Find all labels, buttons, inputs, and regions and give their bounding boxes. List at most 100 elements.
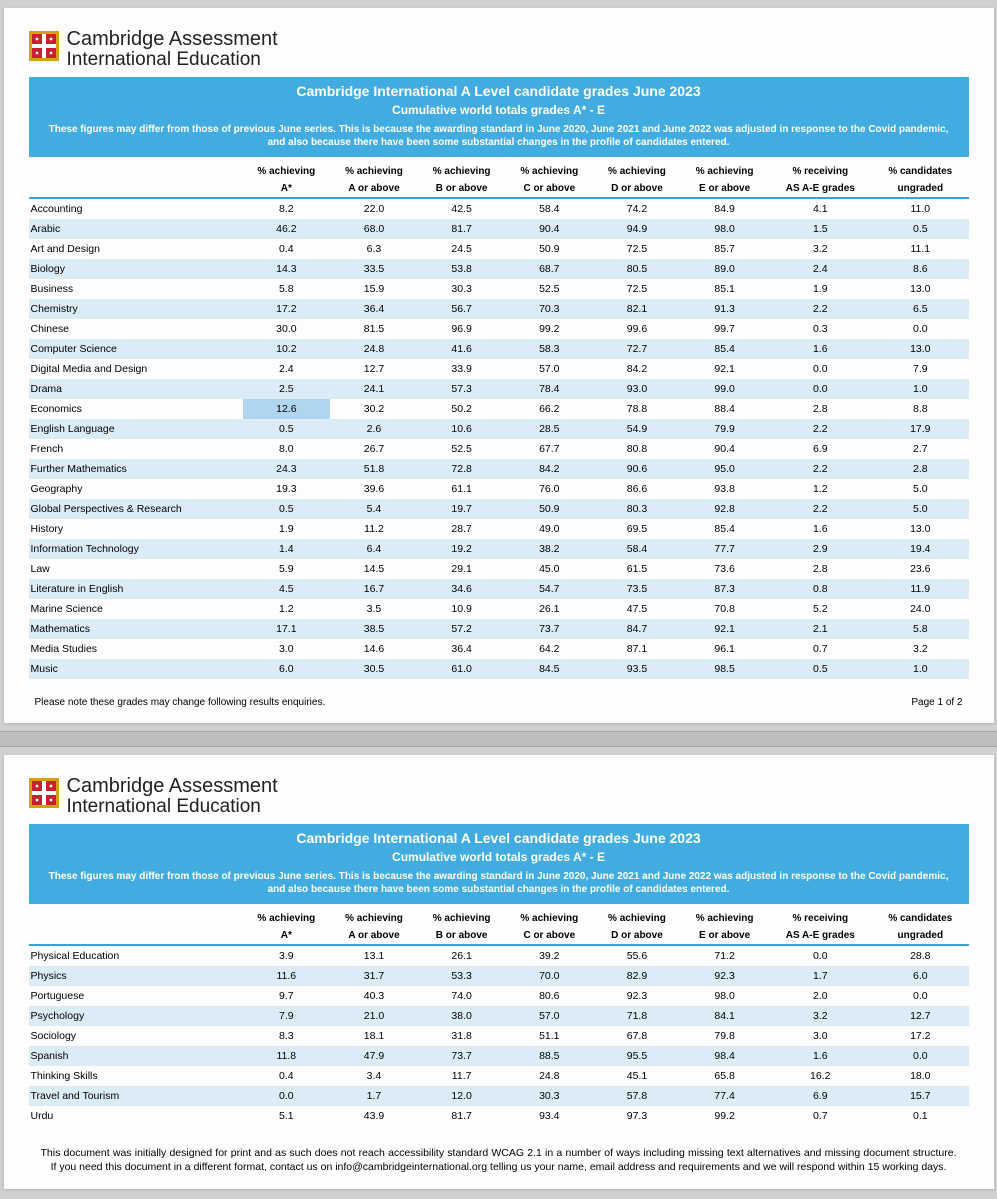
value-cell: 33.9 [418,359,506,379]
value-cell: 45.1 [593,1066,681,1086]
value-cell: 93.5 [593,659,681,679]
brand-line1: Cambridge Assessment [67,28,278,50]
value-cell: 2.2 [768,419,872,439]
value-cell: 53.8 [418,259,506,279]
title-banner: Cambridge International A Level candidat… [29,77,969,157]
value-cell: 76.0 [505,479,593,499]
value-cell: 19.3 [243,479,331,499]
col-header-line2: AS A-E grades [768,927,872,945]
value-cell: 87.1 [593,639,681,659]
value-cell: 47.9 [330,1046,418,1066]
table-row: Portuguese9.740.374.080.692.398.02.00.0 [29,986,969,1006]
value-cell: 66.2 [505,399,593,419]
value-cell: 0.0 [872,1046,968,1066]
value-cell: 1.6 [768,339,872,359]
value-cell: 4.5 [243,579,331,599]
value-cell: 84.7 [593,619,681,639]
value-cell: 9.7 [243,986,331,1006]
table-row: Global Perspectives & Research0.55.419.7… [29,499,969,519]
value-cell: 98.0 [681,219,769,239]
value-cell: 34.6 [418,579,506,599]
value-cell: 6.4 [330,539,418,559]
value-cell: 16.7 [330,579,418,599]
value-cell: 0.0 [768,379,872,399]
col-header-line1: % achieving [505,910,593,927]
value-cell: 56.7 [418,299,506,319]
brand-text: Cambridge Assessment International Educa… [67,28,278,71]
brand-line1: Cambridge Assessment [67,775,278,797]
value-cell: 5.2 [768,599,872,619]
value-cell: 52.5 [505,279,593,299]
value-cell: 17.1 [243,619,331,639]
value-cell: 43.9 [330,1106,418,1126]
col-header-line1: % candidates [872,163,968,180]
value-cell: 38.5 [330,619,418,639]
value-cell: 68.0 [330,219,418,239]
value-cell: 24.3 [243,459,331,479]
value-cell: 2.6 [330,419,418,439]
value-cell: 3.9 [243,945,331,966]
value-cell: 2.4 [243,359,331,379]
col-header-line1 [29,163,243,180]
col-header-line2: A or above [330,180,418,198]
col-header-line1: % achieving [681,163,769,180]
value-cell: 1.0 [872,379,968,399]
value-cell: 1.0 [872,659,968,679]
subject-cell: French [29,439,243,459]
table-row: Urdu5.143.981.793.497.399.20.70.1 [29,1106,969,1126]
value-cell: 26.1 [418,945,506,966]
value-cell: 77.4 [681,1086,769,1106]
value-cell: 0.5 [872,219,968,239]
value-cell: 4.1 [768,198,872,219]
subject-cell: Global Perspectives & Research [29,499,243,519]
col-header-line2: C or above [505,180,593,198]
value-cell: 91.3 [681,299,769,319]
value-cell: 57.8 [593,1086,681,1106]
value-cell: 19.7 [418,499,506,519]
value-cell: 80.8 [593,439,681,459]
subject-cell: Information Technology [29,539,243,559]
value-cell: 26.7 [330,439,418,459]
value-cell: 6.9 [768,439,872,459]
value-cell: 95.5 [593,1046,681,1066]
table-row: Physics11.631.753.370.082.992.31.76.0 [29,966,969,986]
value-cell: 2.5 [243,379,331,399]
value-cell: 65.8 [681,1066,769,1086]
value-cell: 73.6 [681,559,769,579]
table-row: Business5.815.930.352.572.585.11.913.0 [29,279,969,299]
value-cell: 0.0 [872,319,968,339]
table-row: French8.026.752.567.780.890.46.92.7 [29,439,969,459]
value-cell: 3.0 [768,1026,872,1046]
value-cell: 6.9 [768,1086,872,1106]
value-cell: 78.4 [505,379,593,399]
value-cell: 0.0 [872,986,968,1006]
value-cell: 38.2 [505,539,593,559]
value-cell: 61.5 [593,559,681,579]
value-cell: 1.7 [330,1086,418,1106]
table-row: Music6.030.561.084.593.598.50.51.0 [29,659,969,679]
value-cell: 10.2 [243,339,331,359]
subject-cell: Sociology [29,1026,243,1046]
value-cell: 54.9 [593,419,681,439]
table-row: Media Studies3.014.636.464.287.196.10.73… [29,639,969,659]
subject-cell: Further Mathematics [29,459,243,479]
value-cell: 18.1 [330,1026,418,1046]
table-row: Chinese30.081.596.999.299.699.70.30.0 [29,319,969,339]
value-cell: 2.9 [768,539,872,559]
value-cell: 30.5 [330,659,418,679]
value-cell: 17.2 [243,299,331,319]
value-cell: 36.4 [418,639,506,659]
banner-subtitle: Cumulative world totals grades A* - E [49,103,949,117]
banner-note: These figures may differ from those of p… [49,123,949,149]
value-cell: 2.2 [768,499,872,519]
value-cell: 0.7 [768,639,872,659]
brand-header: Cambridge Assessment International Educa… [29,28,969,71]
value-cell: 0.7 [768,1106,872,1126]
value-cell: 2.0 [768,986,872,1006]
value-cell: 80.5 [593,259,681,279]
value-cell: 71.8 [593,1006,681,1026]
value-cell: 5.8 [243,279,331,299]
table-row: Literature in English4.516.734.654.773.5… [29,579,969,599]
table-row: Accounting8.222.042.558.474.284.94.111.0 [29,198,969,219]
subject-cell: Biology [29,259,243,279]
